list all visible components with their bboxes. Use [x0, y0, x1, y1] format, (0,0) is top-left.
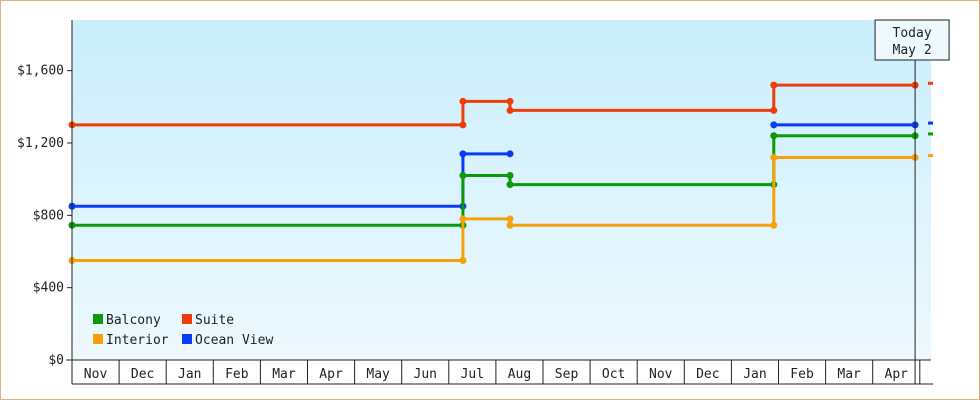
series-suite [68, 81, 933, 129]
legend-label: Ocean View [195, 333, 273, 348]
legend-label: Interior [106, 333, 169, 348]
x-tick-label: Jan [743, 367, 766, 382]
y-tick-label: $1,600 [17, 64, 64, 79]
axes-layer: $0 $400 $800 $1,200 $1,600 Nov Dec Jan Feb Mar Apr… [17, 20, 933, 385]
legend-label: Suite [195, 313, 234, 328]
x-tick-label: Sep [555, 367, 579, 382]
data-point [770, 153, 778, 161]
y-tick-label: $0 [48, 353, 64, 368]
plot-area [72, 20, 931, 360]
x-tick-label: Oct [602, 367, 625, 382]
x-tick-label: May [366, 367, 390, 382]
data-point [459, 215, 467, 223]
legend-swatch [93, 314, 103, 324]
x-tick-label: Mar [837, 367, 861, 382]
data-point [459, 97, 467, 105]
data-point [770, 81, 778, 89]
x-tick-label: Feb [790, 367, 814, 382]
y-tick-label: $400 [33, 281, 64, 296]
series-layer [68, 81, 933, 265]
x-tick-label: Jan [178, 367, 201, 382]
data-point [506, 221, 514, 229]
data-point [459, 172, 467, 180]
legend-swatch [182, 314, 192, 324]
data-point [770, 121, 778, 129]
x-tick-label: Mar [272, 367, 296, 382]
legend: Balcony Suite Interior Ocean View [93, 313, 273, 348]
y-tick-label: $800 [33, 208, 64, 223]
x-tick-label: Aug [508, 367, 531, 382]
data-point [770, 132, 778, 140]
today-label: Today [893, 26, 932, 41]
x-tick-label: Jul [461, 367, 484, 382]
x-tick-label: Nov [649, 367, 673, 382]
today-date: May 2 [893, 43, 932, 58]
series-interior [68, 153, 933, 265]
x-tick-label: Dec [696, 367, 719, 382]
data-point [506, 106, 514, 114]
x-tick-label: Jun [414, 367, 437, 382]
legend-swatch [182, 334, 192, 344]
y-tick-label: $1,200 [17, 136, 64, 151]
today-box [874, 19, 950, 61]
x-tick-label: Nov [84, 367, 108, 382]
data-point [506, 181, 514, 189]
today-marker: Today May 2 [874, 19, 950, 384]
x-tick-label: Feb [225, 367, 249, 382]
x-tick-label: Apr [885, 367, 909, 382]
legend-label: Balcony [106, 313, 161, 328]
data-point [506, 150, 514, 158]
legend-swatch [93, 334, 103, 344]
x-tick-label: Apr [319, 367, 343, 382]
data-point [459, 150, 467, 158]
x-tick-label: Dec [131, 367, 154, 382]
